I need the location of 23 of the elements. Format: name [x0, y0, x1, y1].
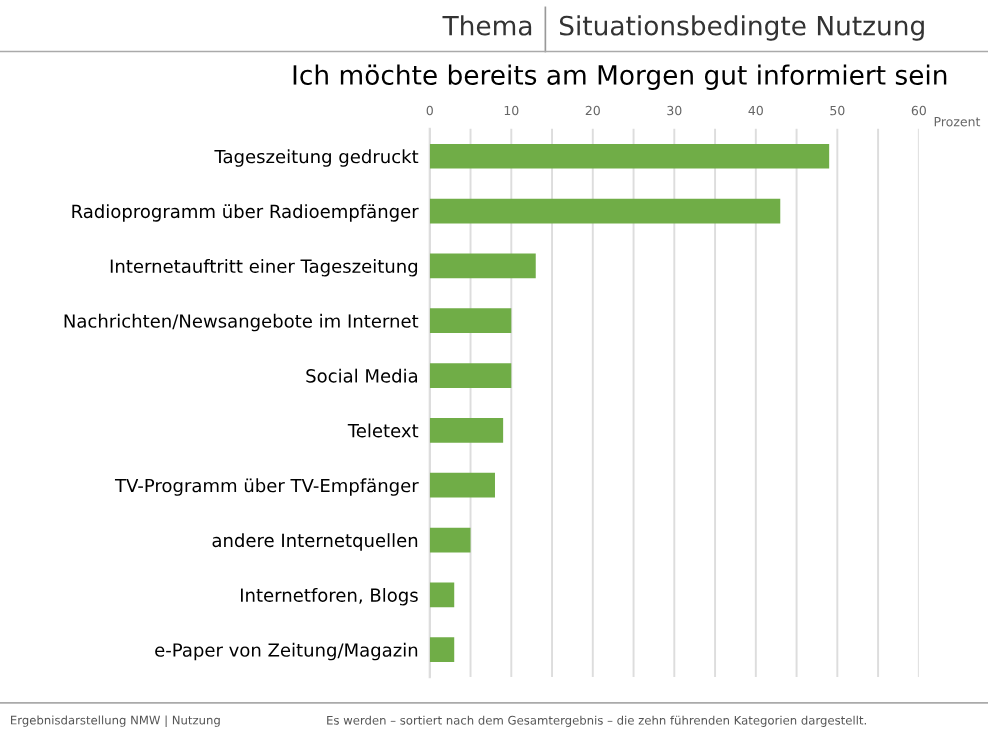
chart-title: Ich möchte bereits am Morgen gut informiert sein	[293, 64, 947, 91]
y-tick-label: Teletext	[347, 423, 419, 438]
y-tick-label: Nachrichten/Newsangebote im Internet	[64, 313, 419, 332]
bar	[429, 582, 455, 608]
y-tick-label: Internetforen, Blogs	[240, 588, 418, 606]
bar	[429, 418, 504, 443]
bar	[429, 253, 536, 279]
y-tick-label: e-Paper von Zeitung/Magazin	[155, 642, 418, 661]
y-tick-label: Social Media	[306, 368, 418, 383]
y-tick-label: Internetauftritt einer Tageszeitung	[110, 259, 418, 277]
text: Thema	[442, 15, 532, 36]
bar	[429, 363, 512, 388]
y-tick-label: TV-Programm über TV-Empfänger	[114, 478, 419, 496]
bar	[429, 637, 455, 663]
bar	[429, 308, 512, 334]
bar	[429, 527, 471, 553]
bar	[429, 472, 495, 498]
y-tick-label: Tageszeitung gedruckt	[214, 149, 419, 167]
text: Situationsbedingte Nutzung	[559, 15, 924, 41]
y-tick-label: Radioprogramm über Radioempfänger	[72, 204, 419, 222]
y-tick-label: andere Internetquellen	[212, 533, 418, 551]
bar	[429, 198, 781, 224]
bar	[429, 143, 830, 169]
